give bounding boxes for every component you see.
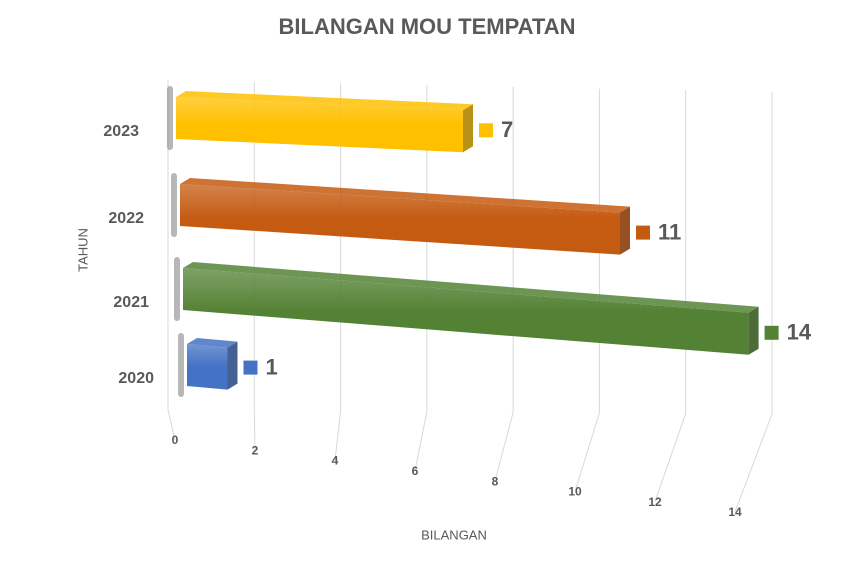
bar-top <box>183 262 759 313</box>
bar-top <box>176 91 473 111</box>
bar-front <box>183 268 749 355</box>
value-label: 7 <box>501 117 513 142</box>
x-tick-label: 10 <box>568 485 582 499</box>
bar <box>171 173 630 255</box>
bar <box>178 333 238 397</box>
bar <box>174 257 759 355</box>
bar-top <box>180 178 630 213</box>
x-tick-label: 8 <box>492 474 499 488</box>
y-tick-label: 2023 <box>103 123 139 140</box>
legend-key <box>243 360 258 375</box>
bar-front <box>180 184 620 255</box>
bar-end <box>620 206 630 255</box>
bar-end <box>463 104 473 153</box>
y-axis-label: TAHUN <box>75 228 90 272</box>
x-tick-label: 14 <box>728 505 742 519</box>
value-label: 11 <box>658 219 681 244</box>
bar-end <box>227 341 238 390</box>
legend-key <box>636 225 650 240</box>
bar-front <box>176 97 463 153</box>
grid-line <box>574 88 600 492</box>
grid-line <box>654 90 687 502</box>
legend-key <box>764 325 779 340</box>
bar-end <box>748 306 759 355</box>
grid-line <box>734 92 773 513</box>
x-tick-label: 6 <box>412 464 419 478</box>
bar <box>167 86 473 153</box>
y-tick-label: 2020 <box>118 370 154 387</box>
bar-top <box>187 338 238 348</box>
x-tick-label: 4 <box>332 454 339 468</box>
value-label: 1 <box>266 354 278 379</box>
y-tick-label: 2022 <box>108 210 144 227</box>
value-label: 14 <box>787 320 812 345</box>
legend-key <box>479 123 493 138</box>
x-axis-label: BILANGAN <box>421 527 487 542</box>
bar-front <box>187 344 228 390</box>
x-tick-label: 2 <box>252 443 259 457</box>
x-tick-label: 0 <box>172 433 179 447</box>
y-tick-label: 2021 <box>113 294 149 311</box>
x-tick-label: 12 <box>648 495 662 509</box>
chart-title: BILANGAN MOU TEMPATAN <box>279 14 576 39</box>
grid-line <box>494 86 514 482</box>
